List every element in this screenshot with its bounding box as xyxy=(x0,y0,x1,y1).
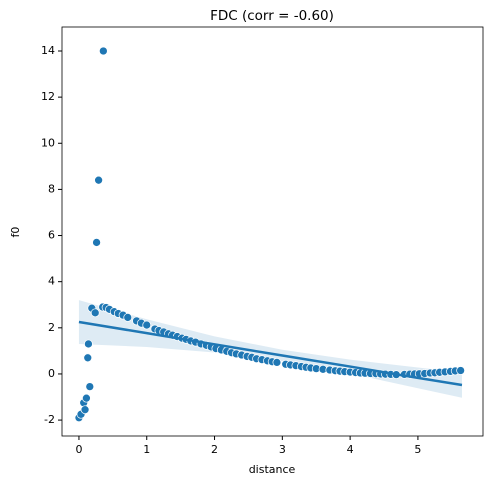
y-axis-label: f0 xyxy=(9,227,22,238)
point xyxy=(92,238,101,247)
point xyxy=(123,313,133,322)
x-tick-label: 0 xyxy=(75,443,82,456)
y-tick-label: 8 xyxy=(48,182,55,195)
x-axis-label: distance xyxy=(249,463,296,476)
chart-title: FDC (corr = -0.60) xyxy=(210,8,334,24)
y-tick-label: 0 xyxy=(48,367,55,380)
point xyxy=(142,320,152,330)
point xyxy=(82,393,91,403)
point xyxy=(80,405,90,415)
point xyxy=(94,175,103,185)
y-tick-label: 14 xyxy=(41,44,55,57)
x-tick-label: 5 xyxy=(414,443,421,456)
regression-line xyxy=(78,320,463,387)
point xyxy=(99,46,108,56)
point xyxy=(83,353,93,363)
plot-frame xyxy=(61,26,484,437)
y-tick-label: 2 xyxy=(48,321,55,334)
y-tick-label: -2 xyxy=(44,413,55,426)
x-tick-label: 1 xyxy=(143,443,150,456)
point xyxy=(456,366,465,375)
point xyxy=(90,308,100,318)
y-tick-label: 6 xyxy=(48,229,55,242)
confidence-band xyxy=(78,300,462,398)
x-tick-label: 3 xyxy=(279,443,286,456)
point xyxy=(85,382,95,391)
x-tick-label: 2 xyxy=(211,443,218,456)
y-tick-label: 10 xyxy=(41,136,55,149)
x-tick-label: 4 xyxy=(347,443,354,456)
point xyxy=(84,339,93,349)
y-tick-label: 12 xyxy=(41,90,55,103)
point xyxy=(272,358,282,367)
y-tick-label: 4 xyxy=(48,275,55,288)
